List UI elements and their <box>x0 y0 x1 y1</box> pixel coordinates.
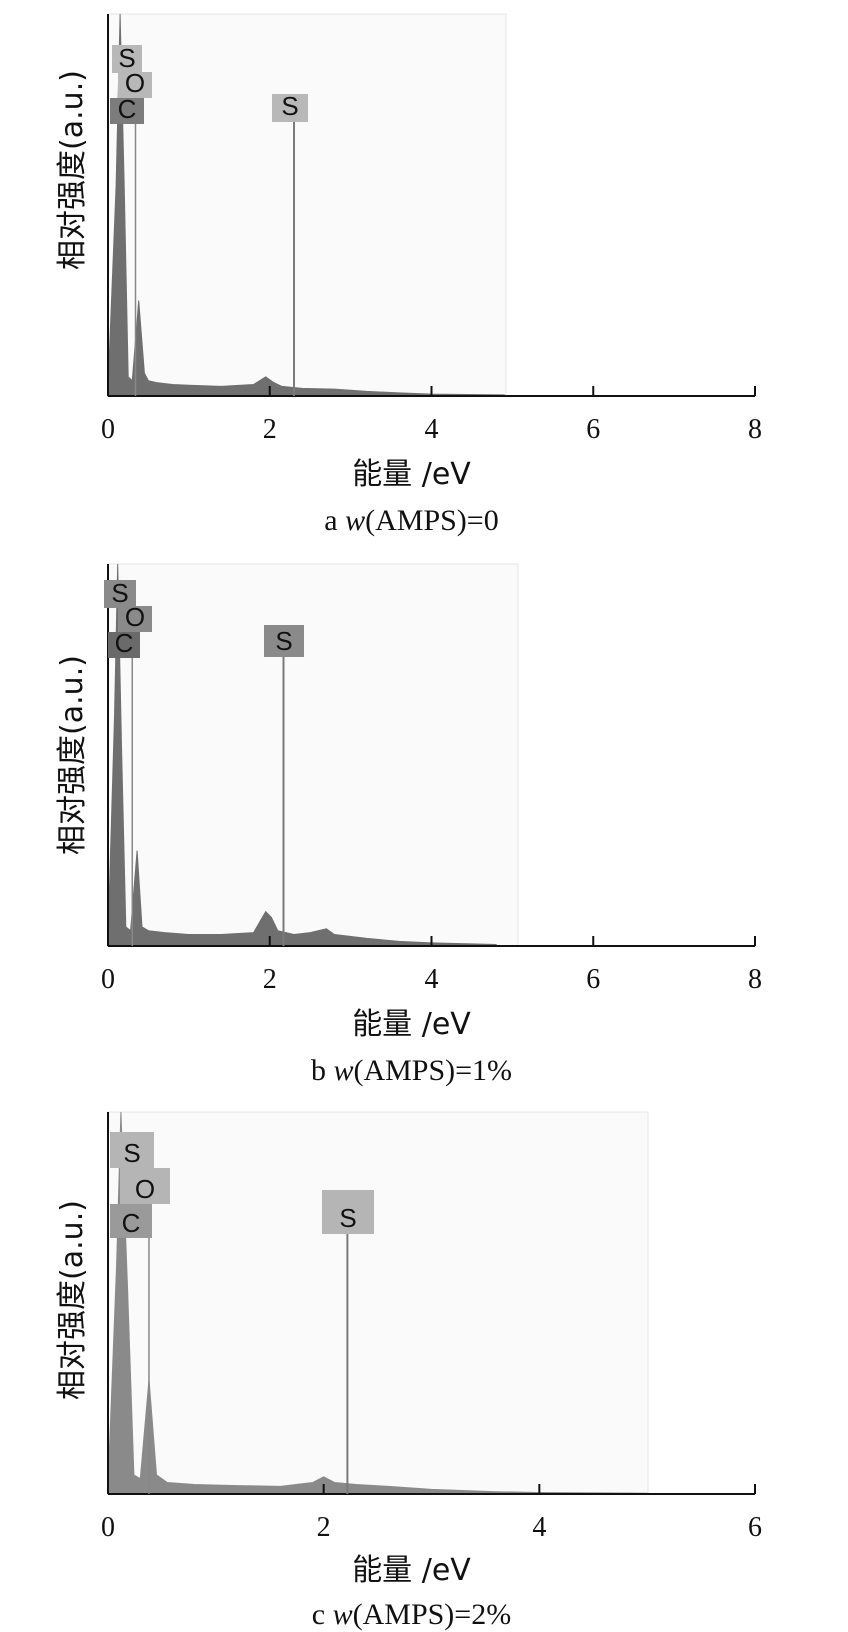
y-axis-label: 相对强度(a.u.) <box>55 70 90 270</box>
caption-letter: b <box>311 1054 334 1087</box>
caption-variable: w <box>345 504 365 537</box>
x-tick-label: 6 <box>586 964 600 995</box>
peak-label-box-C <box>110 1204 152 1238</box>
peak-label-box-O <box>118 606 152 632</box>
peak-label-box-O <box>118 72 152 98</box>
peak-label-S: S <box>281 91 298 121</box>
caption-condition: (AMPS)=0 <box>365 504 499 537</box>
peak-label-box-S <box>272 94 308 122</box>
x-tick-label: 4 <box>425 964 439 995</box>
y-axis-label: 相对强度(a.u.) <box>55 1200 90 1400</box>
caption-variable: w <box>333 1598 353 1631</box>
x-tick-label: 8 <box>748 964 762 995</box>
caption-letter: c <box>312 1598 333 1631</box>
caption-condition: (AMPS)=1% <box>353 1054 512 1087</box>
spectrum-panel-background <box>107 563 519 947</box>
x-tick-label: 0 <box>101 1512 115 1543</box>
caption-condition: (AMPS)=2% <box>353 1598 512 1631</box>
peak-label-C: C <box>115 628 134 658</box>
peak-label-box-O <box>120 1168 170 1204</box>
spectrum-area <box>107 13 505 397</box>
x-tick-label: 6 <box>586 414 600 445</box>
x-tick-label: 2 <box>263 414 277 445</box>
x-axis-label: 能量 /eV <box>352 1553 471 1588</box>
peak-label-box-S <box>264 625 304 657</box>
peak-label-C: C <box>122 1208 141 1238</box>
x-tick-label: 6 <box>748 1512 762 1543</box>
peak-label-box-S <box>104 580 136 608</box>
panel-caption: b w(AMPS)=1% <box>311 1054 512 1087</box>
peak-label-box-S <box>112 45 142 73</box>
peak-label-box-S <box>110 1132 154 1168</box>
x-tick-label: 2 <box>263 964 277 995</box>
peak-label-C: C <box>118 94 137 124</box>
peak-label-O: O <box>125 602 145 632</box>
peak-label-O: O <box>135 1174 155 1204</box>
x-tick-label: 2 <box>317 1512 331 1543</box>
caption-letter: a <box>324 504 345 537</box>
spectrum-panel-background <box>107 1111 649 1495</box>
panel-caption: c w(AMPS)=2% <box>312 1598 511 1631</box>
peak-label-box-C <box>108 632 140 658</box>
x-tick-label: 4 <box>425 414 439 445</box>
x-tick-label: 0 <box>101 964 115 995</box>
panel-caption: a w(AMPS)=0 <box>324 504 498 537</box>
x-tick-label: 0 <box>101 414 115 445</box>
caption-variable: w <box>333 1054 353 1087</box>
x-axis-label: 能量 /eV <box>352 1007 471 1042</box>
y-axis-label: 相对强度(a.u.) <box>55 655 90 855</box>
peak-label-S: S <box>111 578 128 608</box>
spectrum-area <box>107 563 497 947</box>
peak-label-S: S <box>339 1203 356 1233</box>
peak-label-O: O <box>125 68 145 98</box>
spectrum-panel-background <box>107 13 507 397</box>
x-tick-label: 8 <box>748 414 762 445</box>
peak-label-S: S <box>123 1138 140 1168</box>
peak-label-box-S <box>322 1190 374 1234</box>
x-tick-label: 4 <box>532 1512 546 1543</box>
peak-label-S: S <box>275 626 292 656</box>
x-axis-label: 能量 /eV <box>352 457 471 492</box>
spectrum-area <box>107 1111 648 1495</box>
peak-label-S: S <box>118 43 135 73</box>
peak-label-box-C <box>110 98 144 124</box>
